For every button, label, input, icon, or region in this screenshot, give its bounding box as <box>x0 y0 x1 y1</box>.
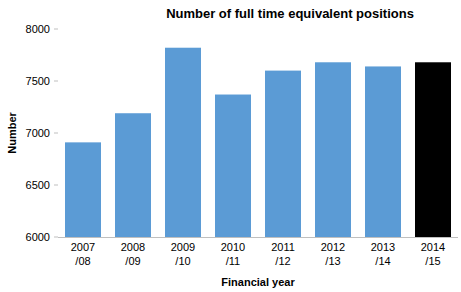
y-tick-label: 6500 <box>26 179 50 191</box>
x-tick-label-line: /09 <box>125 255 140 267</box>
title: Number of full time equivalent positions <box>166 6 414 21</box>
x-tick-label-line: 2010 <box>221 241 245 253</box>
bar <box>415 62 451 237</box>
bars <box>65 48 451 237</box>
bar <box>115 113 151 237</box>
y-tick <box>54 185 58 186</box>
x-tick-label: 2007/08 <box>71 241 95 267</box>
x-tick-label: 2010/11 <box>221 241 245 267</box>
x-tick-label: 2013/14 <box>371 241 395 267</box>
x-axis-line <box>58 237 458 238</box>
x-tick-label: 2008/09 <box>121 241 145 267</box>
x-tick-label-line: /10 <box>175 255 190 267</box>
y-tick-label: 7500 <box>26 75 50 87</box>
x-tick-label-line: 2014 <box>421 241 445 253</box>
x-tick-label-line: 2008 <box>121 241 145 253</box>
y-tick <box>54 237 58 238</box>
x-tick-label-line: 2009 <box>171 241 195 253</box>
y-axis-label: Number <box>6 112 18 154</box>
x-tick-label-line: /08 <box>75 255 90 267</box>
x-tick-label-line: 2007 <box>71 241 95 253</box>
x-tick-label-line: 2011 <box>271 241 295 253</box>
x-tick-label-line: /14 <box>375 255 390 267</box>
x-axis-label: Financial year <box>221 276 295 288</box>
x-tick-label-line: /12 <box>275 255 290 267</box>
bar <box>365 66 401 237</box>
x-tick-label: 2011/12 <box>271 241 295 267</box>
y-tick-label: 8000 <box>26 23 50 35</box>
y-tick-label: 6000 <box>26 231 50 243</box>
x-tick-label-line: 2012 <box>321 241 345 253</box>
x-tick-label-line: /11 <box>226 255 240 267</box>
bar <box>65 142 101 237</box>
x-tick-label-line: 2013 <box>371 241 395 253</box>
x-tick-label: 2014/15 <box>421 241 445 267</box>
bar <box>215 95 251 237</box>
x-tick-label: 2009/10 <box>171 241 195 267</box>
y-tick <box>54 133 58 134</box>
x-tick-label: 2012/13 <box>321 241 345 267</box>
bar <box>315 62 351 237</box>
bar <box>265 71 301 237</box>
x-tick-label-line: /13 <box>325 255 340 267</box>
x-tick-label-line: /15 <box>425 255 440 267</box>
y-tick <box>54 29 58 30</box>
bar <box>165 48 201 237</box>
y-tick-label: 7000 <box>26 127 50 139</box>
y-tick <box>54 81 58 82</box>
